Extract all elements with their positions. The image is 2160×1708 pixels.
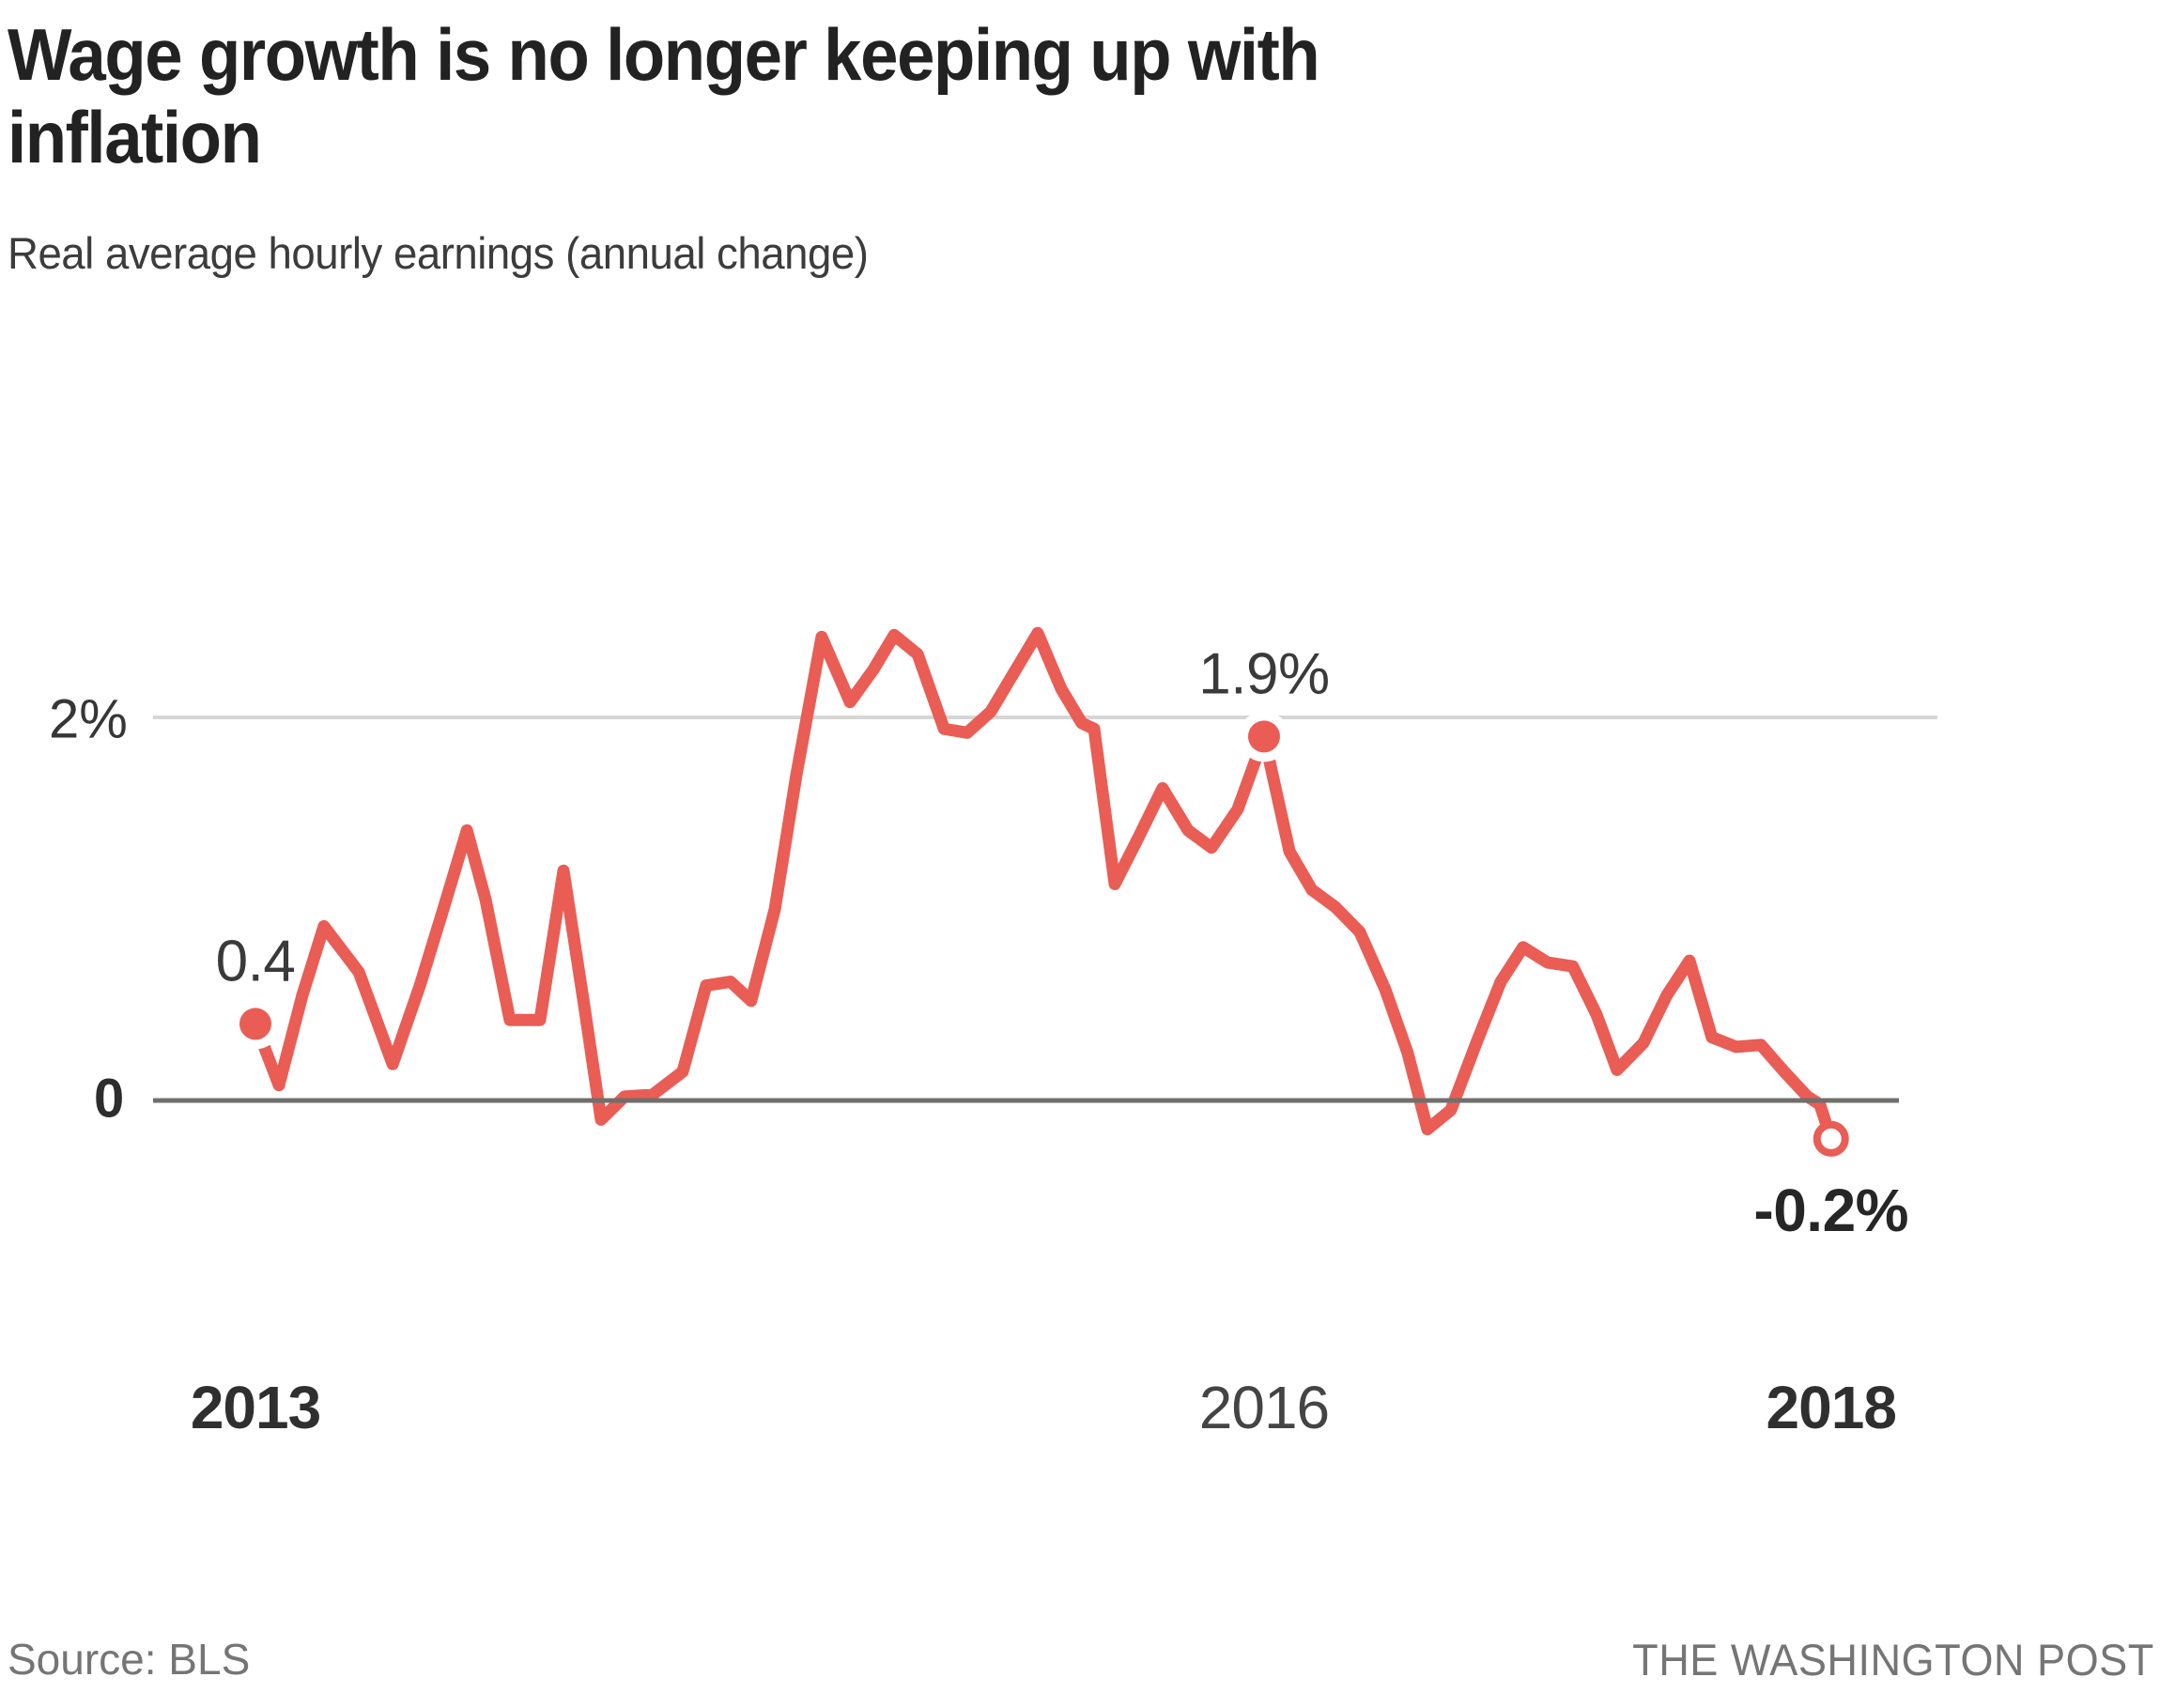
annotation-end-value: -0.2% — [1753, 1176, 1909, 1244]
x-axis-label-2016: 2016 — [1198, 1374, 1330, 1441]
publisher-credit: THE WASHINGTON POST — [1632, 1635, 2154, 1685]
y-axis-label-2pct: 2% — [49, 688, 128, 750]
source-credit: Source: BLS — [8, 1635, 251, 1684]
page-subtitle: Real average hourly earnings (annual cha… — [8, 228, 869, 278]
x-axis-label-2018: 2018 — [1766, 1374, 1897, 1441]
annotation-start-value: 0.4 — [215, 929, 296, 994]
open-dot-marker — [1813, 1120, 1849, 1157]
x-axis-label-2013: 2013 — [190, 1374, 321, 1441]
filled-dot-marker — [239, 1008, 271, 1040]
page-title: Wage growth is no longer keeping up with… — [8, 13, 1320, 178]
earnings-line — [249, 626, 1837, 1141]
y-axis-label-zero: 0 — [94, 1068, 125, 1130]
annotation-peak-value: 1.9% — [1198, 641, 1330, 707]
filled-dot-marker — [1247, 720, 1280, 753]
